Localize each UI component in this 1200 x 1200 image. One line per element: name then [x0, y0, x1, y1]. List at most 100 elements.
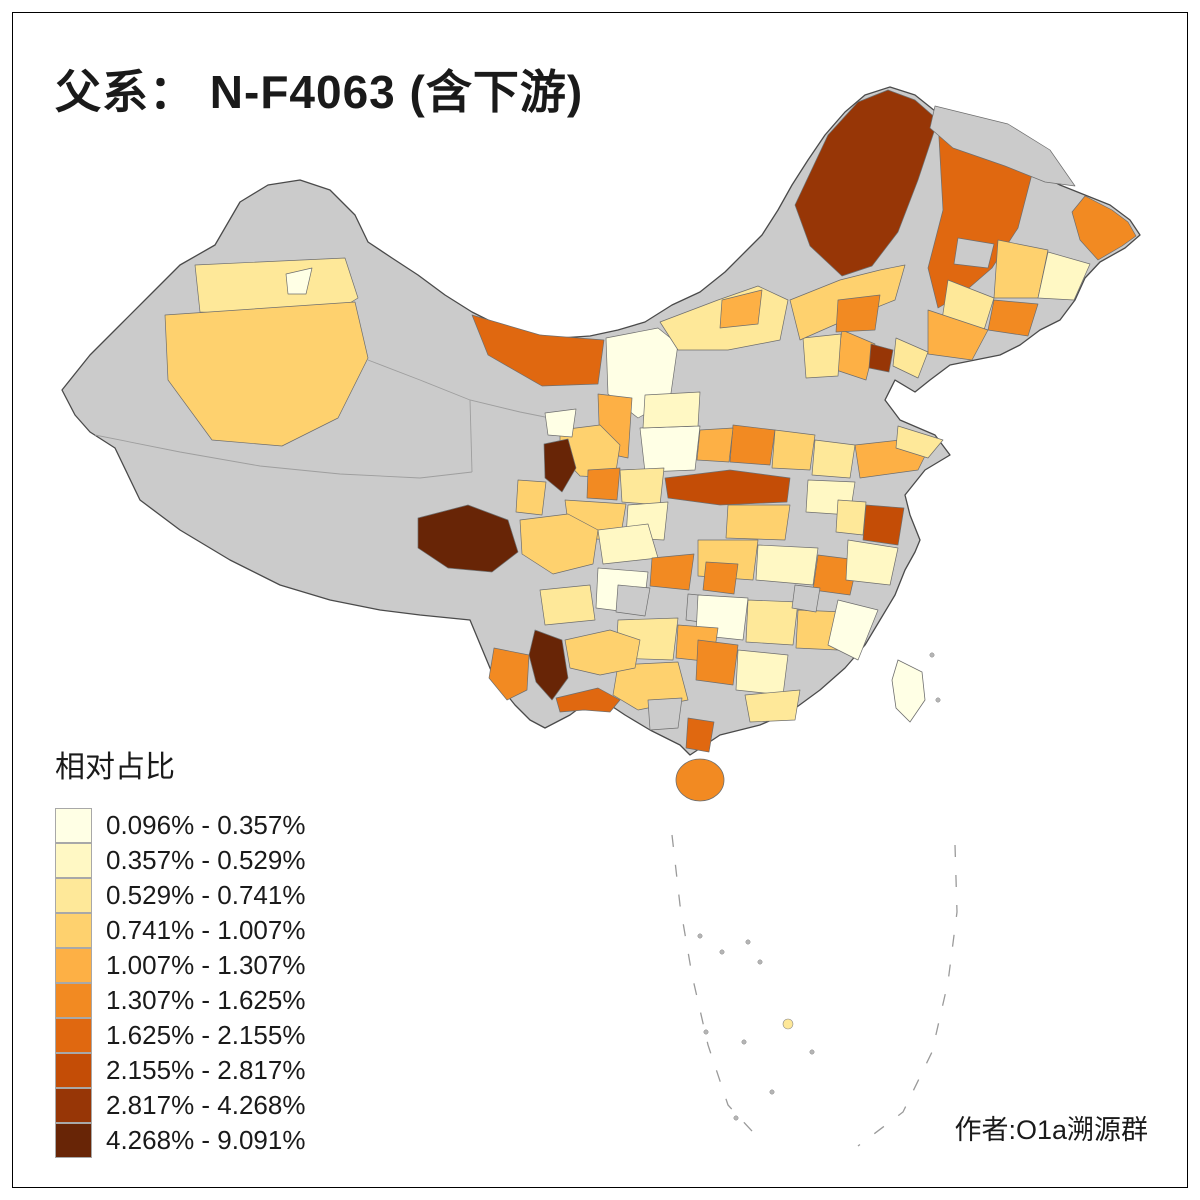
region-hunan-yellow: [745, 599, 799, 646]
legend-swatch: [55, 983, 92, 1018]
region-ningxia-dark: [543, 438, 577, 493]
legend-class-label: 1.625% - 2.155%: [106, 1020, 306, 1050]
legend-swatch: [55, 1123, 92, 1158]
region-guangxi-orange: [695, 639, 739, 686]
region-im-central-orange: [719, 289, 763, 329]
islet: [703, 1029, 709, 1035]
region-shandong-peninsula: [895, 425, 944, 459]
legend-row: 1.625% - 2.155%: [55, 1018, 395, 1053]
legend-row: 4.268% - 9.091%: [55, 1123, 395, 1158]
region-sichuan-pale: [597, 523, 659, 565]
author-credit: 作者:O1a溯源群: [954, 1115, 1148, 1145]
islet: [757, 959, 763, 965]
legend-class-label: 2.817% - 4.268%: [106, 1090, 306, 1120]
legend-class-label: 1.007% - 1.307%: [106, 950, 306, 980]
region-guangdong-yellow: [744, 689, 801, 723]
islet: [697, 933, 703, 939]
region-xinjiang-tarim-band: [164, 301, 369, 447]
legend-row: 0.529% - 0.741%: [55, 878, 395, 913]
region-tianjin-dark: [868, 343, 894, 373]
legend-swatch: [55, 843, 92, 878]
region-hainan: [675, 758, 725, 802]
region-jiangxi-gray-spot: [791, 584, 821, 613]
region-liaoning-yellow: [892, 337, 929, 379]
region-ne-dark-main: [794, 89, 939, 277]
region-jiangsu-dark: [862, 504, 905, 546]
legend-class-label: 0.096% - 0.357%: [106, 810, 306, 840]
legend-title: 相对占比: [55, 751, 175, 784]
legend-row: 0.096% - 0.357%: [55, 808, 395, 843]
nine-dash-line: [857, 844, 958, 1147]
islet: [935, 697, 941, 703]
region-shanxi-orange: [696, 427, 734, 463]
region-sichuan-gray-spot: [615, 584, 651, 617]
legend-row: 0.357% - 0.529%: [55, 843, 395, 878]
legend-swatch: [55, 1018, 92, 1053]
islet: [719, 949, 725, 955]
region-chongqing-orange: [649, 553, 695, 591]
region-sichuan-west-dark: [417, 504, 519, 573]
region-ne-tip-orange: [1071, 195, 1137, 261]
islet: [809, 1049, 815, 1055]
nine-dash-line: [671, 834, 763, 1143]
region-jilin-pale: [1037, 251, 1091, 301]
region-henan-dark-band: [664, 469, 791, 506]
province-border: [94, 434, 473, 479]
legend-swatch: [55, 913, 92, 948]
region-hebei-gold: [771, 429, 816, 471]
map-title: 父系： N-F4063 (含下游): [55, 66, 584, 118]
region-gansu-cream: [544, 408, 577, 438]
region-hebei-yellow: [802, 333, 842, 379]
region-leizhou-orange: [685, 717, 715, 753]
region-yunnan-west-orange: [488, 647, 530, 701]
legend-swatch: [55, 1053, 92, 1088]
region-ne-gray-top: [929, 105, 1076, 187]
region-sichuan-gold: [519, 513, 599, 575]
region-shanxi-pale2: [642, 391, 701, 429]
region-yunnan-south-orange: [555, 687, 621, 713]
region-zhejiang-pale: [845, 539, 899, 586]
region-qinghai-east-gold: [515, 479, 547, 516]
region-hubei-orange-spot: [702, 561, 739, 595]
legend-rows: 0.096% - 0.357% 0.357% - 0.529% 0.529% - 0…: [55, 808, 395, 1158]
legend-swatch: [55, 808, 92, 843]
islet: [745, 939, 751, 945]
region-xinjiang-cream-spot: [285, 267, 313, 295]
legend-class-label: 1.307% - 1.625%: [106, 985, 306, 1015]
legend-swatch: [55, 948, 92, 983]
region-shandong-west: [811, 439, 856, 479]
legend-row: 2.155% - 2.817%: [55, 1053, 395, 1088]
region-chifeng-orange: [835, 294, 881, 333]
region-taiwan: [891, 659, 926, 723]
region-shanxi-pale: [639, 425, 701, 473]
region-henan-gold: [725, 504, 791, 541]
region-guangdong-pale: [735, 649, 789, 696]
region-liaoning-orange: [927, 309, 989, 361]
islet-highlight: [782, 1018, 794, 1030]
islet: [741, 1039, 747, 1045]
legend-class-label: 0.357% - 0.529%: [106, 845, 306, 875]
region-guangxi-gray-spot: [647, 697, 683, 731]
legend-class-label: 0.741% - 1.007%: [106, 915, 306, 945]
legend-row: 2.817% - 4.268%: [55, 1088, 395, 1123]
islet: [929, 652, 935, 658]
legend-class-label: 4.268% - 9.091%: [106, 1125, 306, 1155]
region-shaanxi-yellow: [619, 467, 665, 506]
region-anhui-yellow: [835, 499, 867, 536]
region-fujian-cream: [827, 599, 879, 661]
legend-class-label: 0.529% - 0.741%: [106, 880, 306, 910]
region-shaanxi-n-orange: [586, 467, 621, 501]
legend-row: 1.007% - 1.307%: [55, 948, 395, 983]
legend-swatch: [55, 1088, 92, 1123]
region-alxa-west-im: [471, 314, 605, 387]
region-jilin-gray-spot: [953, 237, 995, 269]
legend-class-label: 2.155% - 2.817%: [106, 1055, 306, 1085]
region-yunnan-n-yellow: [539, 584, 596, 626]
islet: [769, 1089, 775, 1095]
legend: 相对占比 0.096% - 0.357% 0.357% - 0.529% 0.529…: [55, 742, 395, 1158]
islet: [733, 1115, 739, 1121]
legend-swatch: [55, 878, 92, 913]
province-border: [469, 399, 473, 473]
legend-row: 0.741% - 1.007%: [55, 913, 395, 948]
